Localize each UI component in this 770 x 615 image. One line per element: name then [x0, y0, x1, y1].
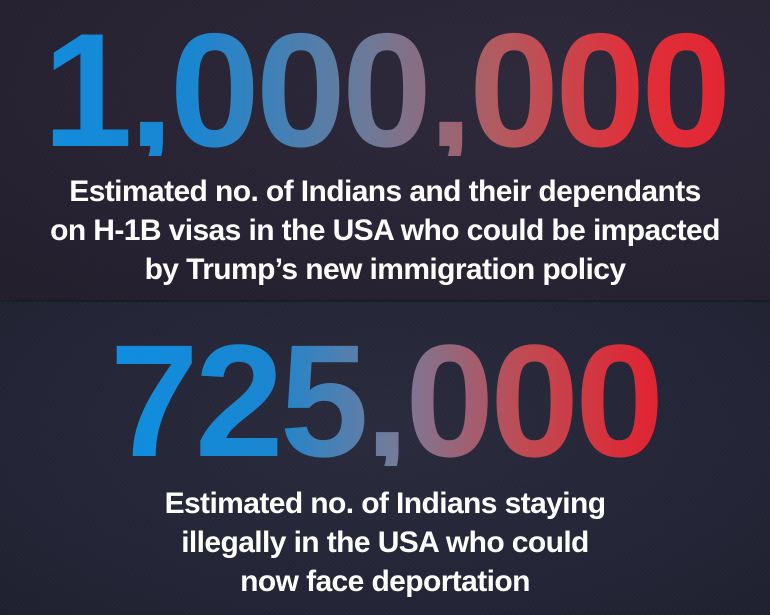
stat-panel-h1b [0, 0, 770, 300]
stat-caption-illegal: Estimated no. of Indians staying illegal… [0, 484, 770, 601]
caption-line: illegally in the USA who could [181, 526, 589, 559]
caption-line: Estimated no. of Indians and their depen… [69, 175, 701, 208]
background-texture [0, 0, 770, 300]
caption-line: by Trump’s new immigration policy [144, 253, 626, 286]
background-texture [0, 302, 770, 615]
stat-panel-illegal [0, 300, 770, 615]
stat-caption-h1b: Estimated no. of Indians and their depen… [0, 172, 770, 289]
stat-number-illegal: 725,000 [0, 321, 770, 481]
stat-number-h1b: 1,000,000 [0, 10, 770, 172]
caption-line: now face deportation [240, 565, 530, 598]
caption-line: Estimated no. of Indians staying [164, 487, 606, 520]
caption-line: on H-1B visas in the USA who could be im… [50, 214, 720, 247]
